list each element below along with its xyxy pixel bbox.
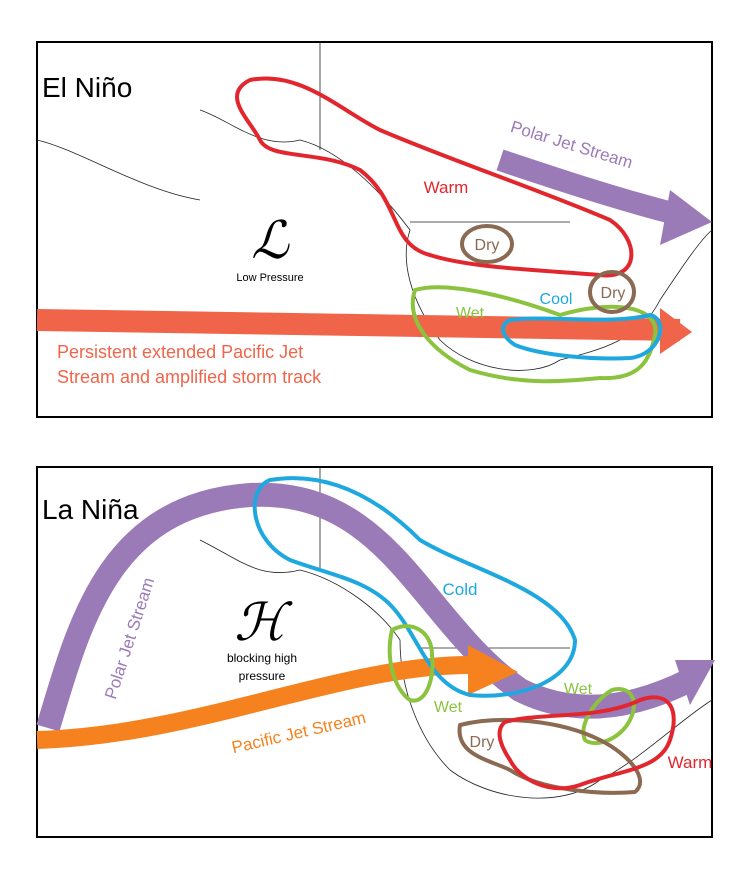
panel-title: El Niño [42, 72, 132, 103]
region-label: Wet [564, 681, 593, 698]
el-nino-panel: El Niño Polar Jet Stream Warm ℒ Low Pres… [36, 41, 713, 418]
arrow-head [660, 190, 712, 245]
arrow-head [660, 308, 692, 354]
jet-caption: Stream and amplified storm track [57, 367, 322, 387]
region-label: Cool [540, 291, 573, 308]
pressure-label: pressure [239, 669, 286, 683]
pressure-label: blocking high [227, 651, 297, 665]
warm-region [235, 76, 634, 278]
jet-caption: Persistent extended Pacific Jet [57, 342, 303, 362]
la-nina-panel: La Niña Polar Jet Stream Cold ℋ blocking… [36, 466, 715, 838]
cool-region [501, 313, 663, 361]
polar-jet-arrow [496, 149, 683, 226]
region-label: Cold [443, 580, 478, 599]
arrow-head [468, 645, 518, 695]
coastline [36, 42, 713, 371]
panel-frame [36, 41, 713, 418]
region-label: Warm [668, 753, 713, 772]
pacific-jet-arrow [36, 309, 681, 341]
region-label: Dry [470, 734, 495, 751]
wet-region [387, 624, 435, 703]
arrow-head [675, 660, 715, 705]
pressure-symbol: ℒ [251, 212, 290, 270]
warm-region [497, 695, 676, 791]
dry-region [460, 224, 514, 264]
dry-region [588, 270, 636, 314]
region-label: Wet [456, 305, 485, 322]
pressure-symbol: ℋ [234, 594, 293, 652]
region-label: Warm [424, 178, 469, 197]
wet-region [410, 285, 658, 384]
pacific-jet-arrow [36, 656, 471, 749]
cold-region [252, 476, 577, 698]
polar-jet-arrow [36, 482, 696, 732]
panel-title: La Niña [42, 494, 139, 525]
region-label: Dry [475, 237, 500, 254]
region-label: Dry [601, 285, 626, 302]
dry-region [457, 718, 642, 795]
pressure-label: Low Pressure [236, 272, 303, 284]
region-label: Wet [434, 699, 463, 716]
